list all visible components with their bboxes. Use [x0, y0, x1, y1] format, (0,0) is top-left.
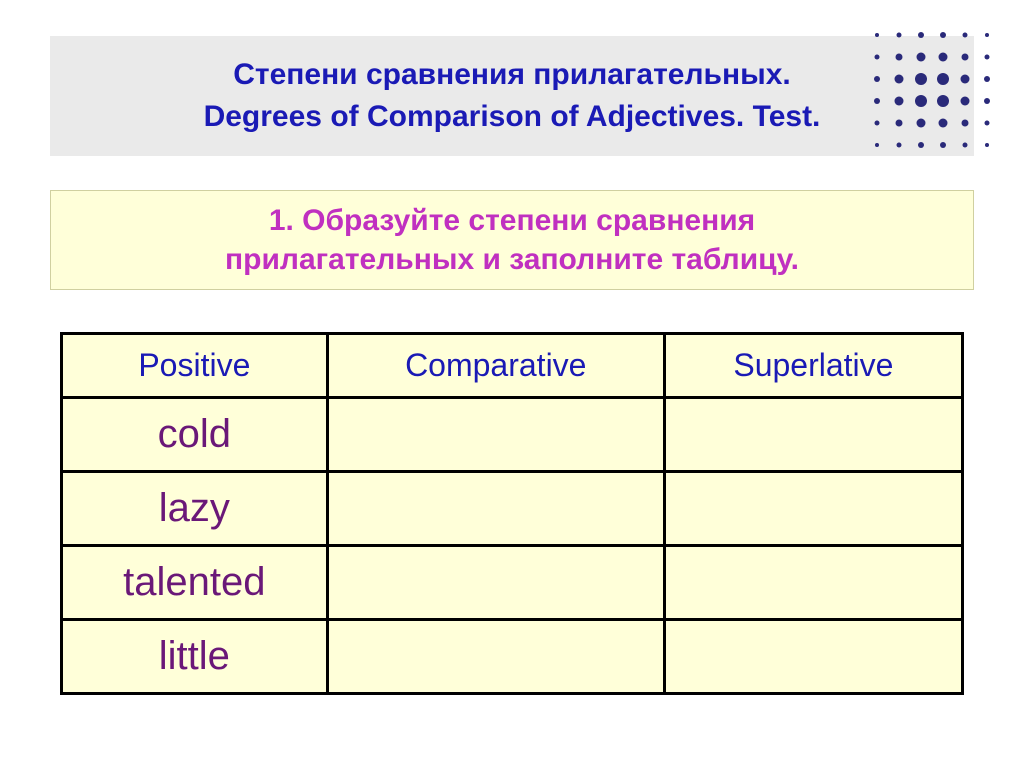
- table-row: cold: [62, 398, 963, 472]
- header-superlative: Superlative: [664, 334, 962, 398]
- dot-grid-icon: [862, 20, 1002, 160]
- cell-superlative: [664, 472, 962, 546]
- cell-positive: talented: [62, 546, 328, 620]
- cell-superlative: [664, 620, 962, 694]
- slide: Степени сравнения прилагательных. Degree…: [0, 0, 1024, 767]
- cell-positive: cold: [62, 398, 328, 472]
- cell-positive: little: [62, 620, 328, 694]
- cell-positive: lazy: [62, 472, 328, 546]
- table-row: little: [62, 620, 963, 694]
- table-row: lazy: [62, 472, 963, 546]
- instruction-line-1: 1. Образуйте степени сравнения: [269, 201, 755, 240]
- table-header-row: Positive Comparative Superlative: [62, 334, 963, 398]
- title-line-2: Degrees of Comparison of Adjectives. Tes…: [204, 96, 821, 138]
- instruction-box: 1. Образуйте степени сравнения прилагате…: [50, 190, 974, 290]
- cell-comparative: [327, 546, 664, 620]
- cell-superlative: [664, 546, 962, 620]
- title-line-1: Степени сравнения прилагательных.: [233, 54, 791, 96]
- table-row: talented: [62, 546, 963, 620]
- header-comparative: Comparative: [327, 334, 664, 398]
- comparison-table: Positive Comparative Superlative cold la…: [60, 332, 964, 695]
- instruction-line-2: прилагательных и заполните таблицу.: [225, 240, 799, 279]
- title-box: Степени сравнения прилагательных. Degree…: [50, 36, 974, 156]
- cell-comparative: [327, 472, 664, 546]
- cell-comparative: [327, 620, 664, 694]
- cell-superlative: [664, 398, 962, 472]
- cell-comparative: [327, 398, 664, 472]
- header-positive: Positive: [62, 334, 328, 398]
